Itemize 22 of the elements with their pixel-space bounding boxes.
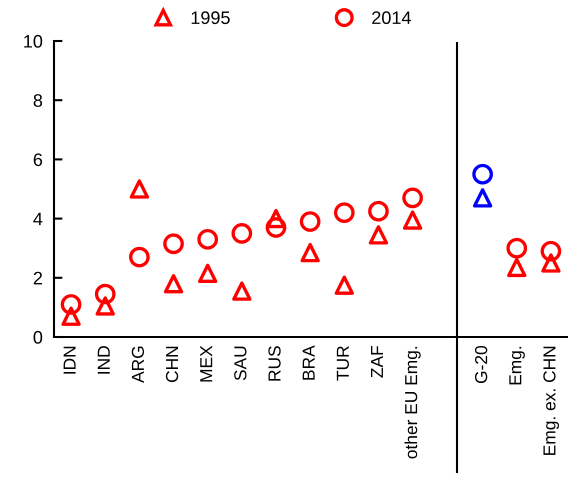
x-tick-label: ARG (132, 346, 144, 383)
legend-label: 2014 (372, 11, 411, 24)
x-tick-label: BRA (302, 345, 315, 380)
y-tick-label: 4 (33, 212, 42, 226)
y-tick-label: 8 (34, 94, 42, 107)
x-tick-label: G-20 (474, 346, 488, 384)
x-tick-label: Emg. ex. CHN (543, 346, 560, 455)
x-tick-label: MEX (200, 346, 212, 382)
x-tick-label: ZAF (370, 346, 383, 378)
y-tick-label: 2 (34, 272, 42, 284)
x-tick-label: Emg. (509, 346, 525, 384)
x-tick-label: other EU Emg. (404, 346, 421, 458)
x-tick-label: RUS (268, 346, 281, 381)
x-tick-label: IDN (64, 346, 76, 374)
x-tick-label: TUR (336, 346, 349, 381)
legend-label: 1995 (192, 11, 230, 24)
x-tick-label: CHN (166, 346, 178, 382)
x-tick-label: IND (98, 346, 110, 374)
y-tick-label: 10 (24, 34, 42, 48)
y-tick-label: 0 (34, 330, 42, 344)
y-tick-label: 6 (34, 153, 42, 166)
x-tick-label: SAU (234, 346, 246, 380)
